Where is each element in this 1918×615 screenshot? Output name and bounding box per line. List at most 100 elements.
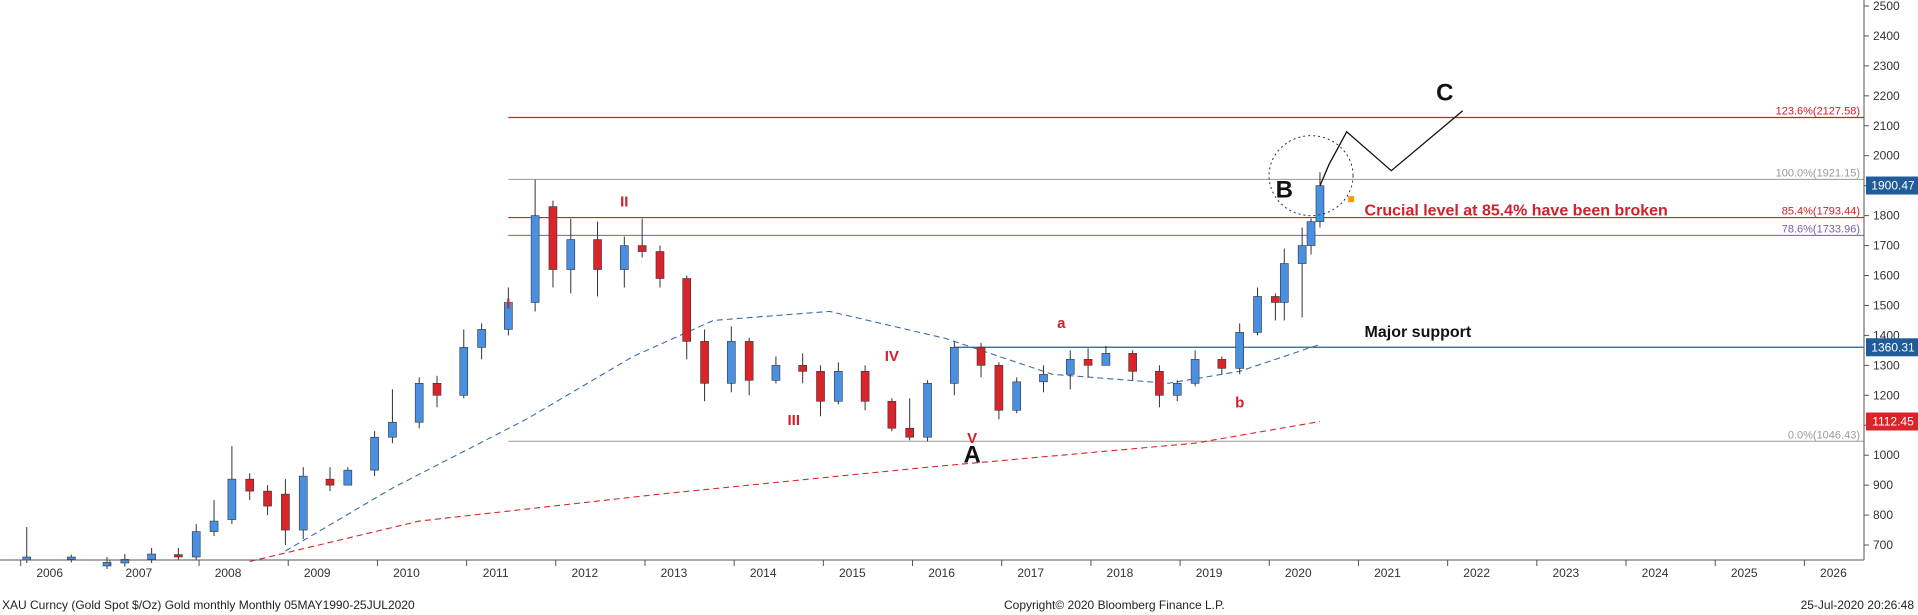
candle-up [459,347,469,396]
price-tick-label: 1600 [1873,269,1900,283]
candle-up [1065,359,1075,375]
candle-up [343,469,353,486]
candle-down [1271,296,1280,303]
time-tick-label: 2017 [1017,566,1044,580]
time-tick-label: 2010 [393,566,420,580]
time-tick-label: 2022 [1463,566,1490,580]
price-tag-label: 1900.47 [1871,179,1915,193]
price-tick-label: 700 [1873,538,1893,552]
fib-label: 100.0%(1921.15) [1776,167,1860,179]
projection-path [1319,110,1464,186]
time-tick-label: 2021 [1374,566,1401,580]
candle-down [655,251,665,279]
candle-up [1297,245,1307,264]
time-tick-label: 2011 [483,566,509,580]
price-tag [1866,176,1918,195]
wave-label: V [967,430,977,447]
candle-up [388,421,397,438]
price-tick-label: 1800 [1873,209,1900,223]
price-tick-label: 1700 [1873,239,1900,253]
time-tick-label: 2015 [839,566,866,580]
fib-label: 78.6%(1733.96) [1782,223,1860,235]
price-tick-label: 1200 [1873,388,1900,402]
fib-label: 123.6%(2127.58) [1776,106,1860,118]
wave-label: B [1276,177,1293,204]
time-tick-label: 2023 [1552,566,1579,580]
candle-down [816,371,825,402]
candle-down [798,365,807,372]
candle-up [1279,263,1289,303]
annotation-text: Major support [1365,324,1472,341]
candle-up [477,329,486,348]
candle-down [700,341,709,384]
candle-down [325,478,335,486]
price-tag [1866,338,1918,357]
candle-down [682,278,692,342]
candle-up [414,383,424,423]
candle-down [263,490,272,507]
price-tag-label: 1112.45 [1872,415,1914,429]
candle-up [1253,296,1262,333]
candle-up [566,239,576,270]
price-tick-label: 800 [1873,508,1893,522]
candle-down [905,427,915,438]
time-tick-label: 2008 [215,566,242,580]
price-tick-label: 2200 [1873,89,1900,103]
candle-up [209,520,219,532]
candle-up [191,531,201,558]
candle-up [120,559,130,564]
wave-label: A [963,442,980,469]
candle-up [923,383,932,438]
time-tick-label: 2026 [1820,566,1847,580]
candle-down [637,245,647,252]
price-tick-label: 1300 [1873,358,1900,372]
wave-label: IV [885,348,899,365]
annotation-text: Crucial level at 85.4% have been broken [1365,203,1668,220]
moving-averages [249,310,1321,563]
footer-copyright: Copyright© 2020 Bloomberg Finance L.P. [1004,598,1225,612]
candle-up [1039,374,1048,383]
candle-up [1190,359,1200,384]
candle-down [994,365,1004,411]
price-tick-label: 1000 [1873,448,1900,462]
candle-down [1217,359,1227,369]
candle-up [771,365,781,381]
candle-up [102,562,112,567]
candle-up [949,347,959,384]
time-tick-label: 2009 [304,566,331,580]
time-tick-label: 2013 [661,566,688,580]
time-tick-label: 2024 [1642,566,1669,580]
candle-down [548,206,558,270]
candle-down [887,400,897,429]
price-tick-label: 2000 [1873,149,1900,163]
marker-square [1348,196,1355,203]
candle-down [245,478,255,492]
candle-down [432,383,442,396]
candle-up [1172,383,1182,396]
candle-down [976,347,986,366]
candle-up [298,475,308,531]
candle-down [593,239,602,270]
candle-up [1235,332,1244,369]
candle-down [281,493,290,531]
price-and-time-axes: 7008009001000110012001300140015001600170… [0,0,1918,580]
candle-up [620,245,629,270]
time-tick-label: 2019 [1196,566,1223,580]
time-tick-label: 2006 [36,566,63,580]
fib-label: 0.0%(1046.43) [1788,429,1860,441]
time-tick-label: 2020 [1285,566,1312,580]
candle-up [727,341,736,384]
candle-up [1012,381,1022,411]
time-tick-label: 2018 [1107,566,1134,580]
candlesticks [22,172,1325,569]
price-tick-label: 2500 [1873,0,1900,13]
long-moving-average [249,420,1321,563]
price-tag [1866,412,1918,431]
time-tick-label: 2007 [126,566,153,580]
wave-label: I [506,295,510,312]
candle-down [1083,359,1093,366]
candle-up [1315,185,1325,222]
price-tick-label: 2100 [1873,119,1900,133]
fib-label: 85.4%(1793.44) [1782,206,1860,218]
